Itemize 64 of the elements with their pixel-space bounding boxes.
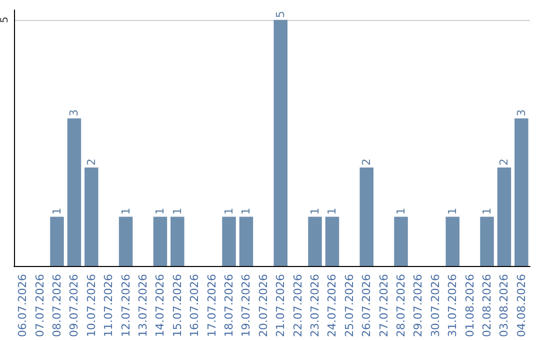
x-tick-label: 13.07.2026 xyxy=(136,274,150,338)
x-tick-label: 30.07.2026 xyxy=(428,274,442,338)
bar xyxy=(274,20,288,266)
bar xyxy=(325,216,340,266)
x-tick-label: 25.07.2026 xyxy=(342,274,356,338)
bar xyxy=(84,168,98,266)
x-tick-label: 20.07.2026 xyxy=(256,274,270,338)
x-tick-label: 16.07.2026 xyxy=(188,274,202,338)
data-label: 2 xyxy=(84,158,98,166)
data-label: 1 xyxy=(222,208,236,215)
data-label: 1 xyxy=(446,208,460,215)
x-tick-label: 02.08.2026 xyxy=(480,274,494,338)
x-tick-label: 03.08.2026 xyxy=(498,274,511,338)
x-tick-label: 01.08.2026 xyxy=(463,274,476,338)
bar xyxy=(153,216,168,266)
x-tick-label: 19.07.2026 xyxy=(240,274,253,338)
bar xyxy=(480,216,494,266)
x-tick-label: 10.07.2026 xyxy=(84,274,98,338)
data-label: 1 xyxy=(326,208,339,215)
bar xyxy=(360,168,374,266)
bar xyxy=(67,118,82,266)
data-label: 2 xyxy=(360,158,374,166)
bar xyxy=(222,216,236,266)
data-label: 1 xyxy=(480,208,494,215)
data-label: 1 xyxy=(50,208,64,215)
data-label: 1 xyxy=(154,208,167,215)
bar xyxy=(239,216,254,266)
bar xyxy=(394,216,408,266)
data-label: 5 xyxy=(274,10,288,18)
x-tick-label: 26.07.2026 xyxy=(360,274,374,338)
data-label: 1 xyxy=(240,208,253,215)
x-tick-label: 04.08.2026 xyxy=(514,274,528,338)
x-tick-label: 07.07.2026 xyxy=(33,274,46,338)
x-tick-label: 09.07.2026 xyxy=(68,274,81,338)
bar xyxy=(308,216,322,266)
x-tick-label: 23.07.2026 xyxy=(308,274,322,338)
bar xyxy=(50,216,64,266)
bar xyxy=(118,216,133,266)
bar xyxy=(497,168,512,266)
x-tick-label: 27.07.2026 xyxy=(377,274,390,338)
x-tick-label: 18.07.2026 xyxy=(222,274,236,338)
x-tick-label: 21.07.2026 xyxy=(274,274,288,338)
x-tick-label: 28.07.2026 xyxy=(394,274,408,338)
x-tick-label: 22.07.2026 xyxy=(291,274,304,338)
x-tick-label: 08.07.2026 xyxy=(50,274,64,338)
data-label: 2 xyxy=(498,158,511,166)
data-label: 1 xyxy=(394,208,408,215)
bar xyxy=(446,216,460,266)
x-tick-label: 29.07.2026 xyxy=(412,274,425,338)
x-tick-label: 24.07.2026 xyxy=(326,274,339,338)
bar xyxy=(170,216,184,266)
data-label: 1 xyxy=(308,208,322,215)
x-tick-label: 15.07.2026 xyxy=(170,274,184,338)
data-label: 3 xyxy=(514,109,528,116)
data-label: 1 xyxy=(170,208,184,215)
data-label: 1 xyxy=(119,208,132,215)
bar xyxy=(514,118,528,266)
x-tick-label: 31.07.2026 xyxy=(446,274,460,338)
x-tick-label: 06.07.2026 xyxy=(16,274,30,338)
data-label: 3 xyxy=(68,109,81,116)
x-tick-label: 17.07.2026 xyxy=(205,274,218,338)
x-tick-label: 14.07.2026 xyxy=(154,274,167,338)
x-tick-label: 12.07.2026 xyxy=(119,274,132,338)
x-tick-label: 11.07.2026 xyxy=(102,274,116,338)
